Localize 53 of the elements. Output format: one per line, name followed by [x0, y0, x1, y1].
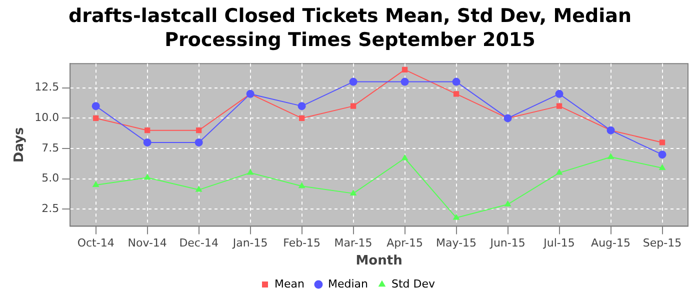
point	[196, 128, 202, 134]
point	[349, 78, 358, 86]
x-axis-title: Month	[356, 254, 402, 269]
y-tick-label: 5.0	[42, 172, 60, 185]
point	[298, 182, 306, 188]
point	[556, 168, 563, 175]
point	[144, 128, 150, 134]
point	[298, 102, 306, 110]
point	[452, 214, 460, 220]
point	[92, 102, 100, 110]
x-tick-label: Oct-14	[77, 236, 114, 250]
legend-label: Median	[328, 277, 368, 290]
point	[555, 90, 564, 98]
legend-label: Mean	[274, 277, 304, 290]
x-tick-label: Feb-15	[283, 236, 321, 250]
y-tick-label: 7.5	[42, 141, 60, 154]
point	[350, 189, 357, 196]
chart-title: drafts-lastcall Closed Tickets Mean, Std Dev, Median Processing Times September 2015	[68, 4, 632, 53]
point	[402, 66, 408, 72]
y-tick-label: 12.5	[34, 80, 60, 94]
point	[658, 164, 666, 170]
point	[658, 150, 666, 159]
x-tick-label: Jun-15	[489, 236, 526, 250]
point	[298, 115, 305, 122]
x-tick-label: Jul-15	[542, 236, 575, 250]
point	[504, 200, 512, 206]
point	[452, 78, 460, 86]
point	[556, 103, 562, 109]
x-tick-label: May-15	[436, 236, 477, 250]
x-tick-label: Dec-14	[179, 236, 218, 250]
point	[92, 180, 100, 187]
point	[195, 186, 202, 192]
point	[194, 138, 203, 146]
x-tick-label: Jan-15	[232, 236, 268, 250]
x-tick-label: Aug-15	[591, 236, 630, 250]
point	[246, 168, 254, 175]
point	[659, 140, 666, 146]
point	[144, 174, 151, 180]
x-tick-label: Apr-15	[386, 236, 423, 250]
point	[401, 154, 408, 160]
point	[93, 115, 99, 122]
x-tick-label: Nov-14	[128, 236, 167, 250]
y-tick-label: 10.0	[34, 111, 60, 124]
point	[143, 138, 152, 146]
point	[607, 153, 614, 160]
point	[350, 103, 356, 109]
legend-label: Std Dev	[391, 277, 436, 290]
x-tick-label: Mar-15	[334, 236, 372, 250]
y-axis-title: Days	[12, 126, 28, 163]
point	[453, 91, 460, 97]
y-tick-label: 2.5	[42, 202, 60, 216]
point	[400, 78, 409, 86]
x-tick-label: Sep-15	[642, 236, 682, 250]
